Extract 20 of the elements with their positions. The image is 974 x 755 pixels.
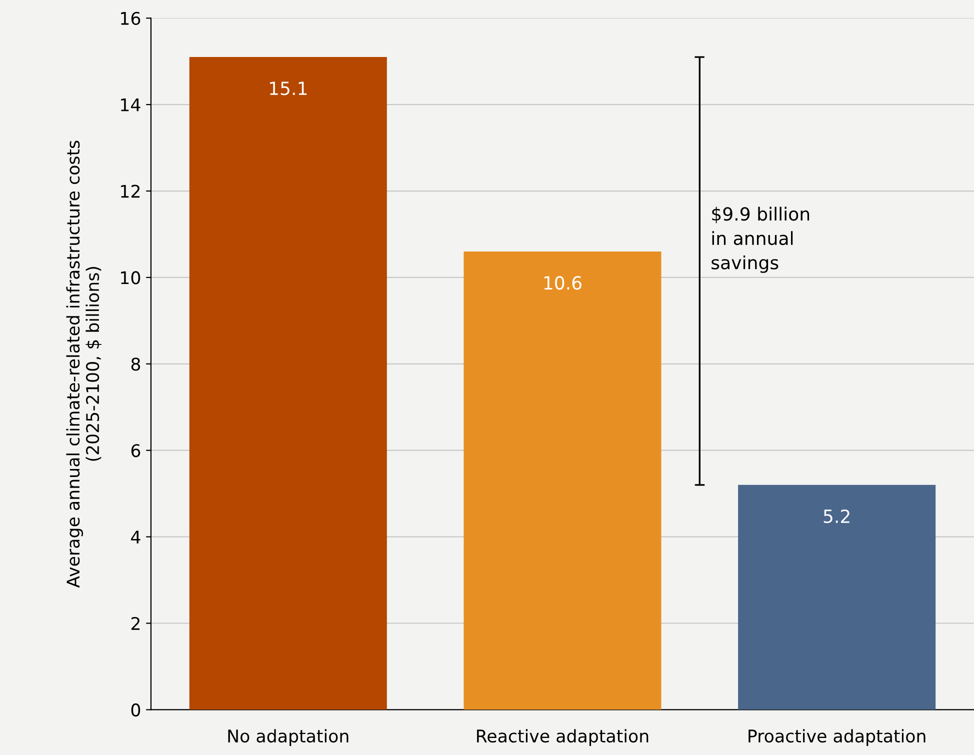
y-tick-label: 14 [121,98,140,112]
y-axis-title: Average annual climate-related infrastructure costs (2025-2100, $ billions) [66,140,102,588]
y-tick-label: 12 [121,184,140,198]
y-tick-label: 4 [131,530,140,544]
x-tick-label: No adaptation [228,729,348,746]
x-tick-label: Reactive adaptation [477,729,648,746]
bar [738,484,936,710]
y-tick-label: 0 [131,703,140,717]
x-tick-label: Proactive adaptation [748,729,926,746]
y-tick-label: 16 [121,12,140,25]
y-tick-label: 8 [131,358,140,371]
y-tick-label: 2 [131,616,140,630]
bar [464,252,662,710]
annotation: $9.9 billion in annual savings [712,206,810,273]
y-tick-label: 6 [131,444,140,458]
data-label: 15.1 [270,82,307,96]
bar [189,57,387,710]
data-label: 10.6 [544,276,582,290]
data-label: 5.2 [824,509,850,524]
y-tick-label: 10 [121,271,140,284]
